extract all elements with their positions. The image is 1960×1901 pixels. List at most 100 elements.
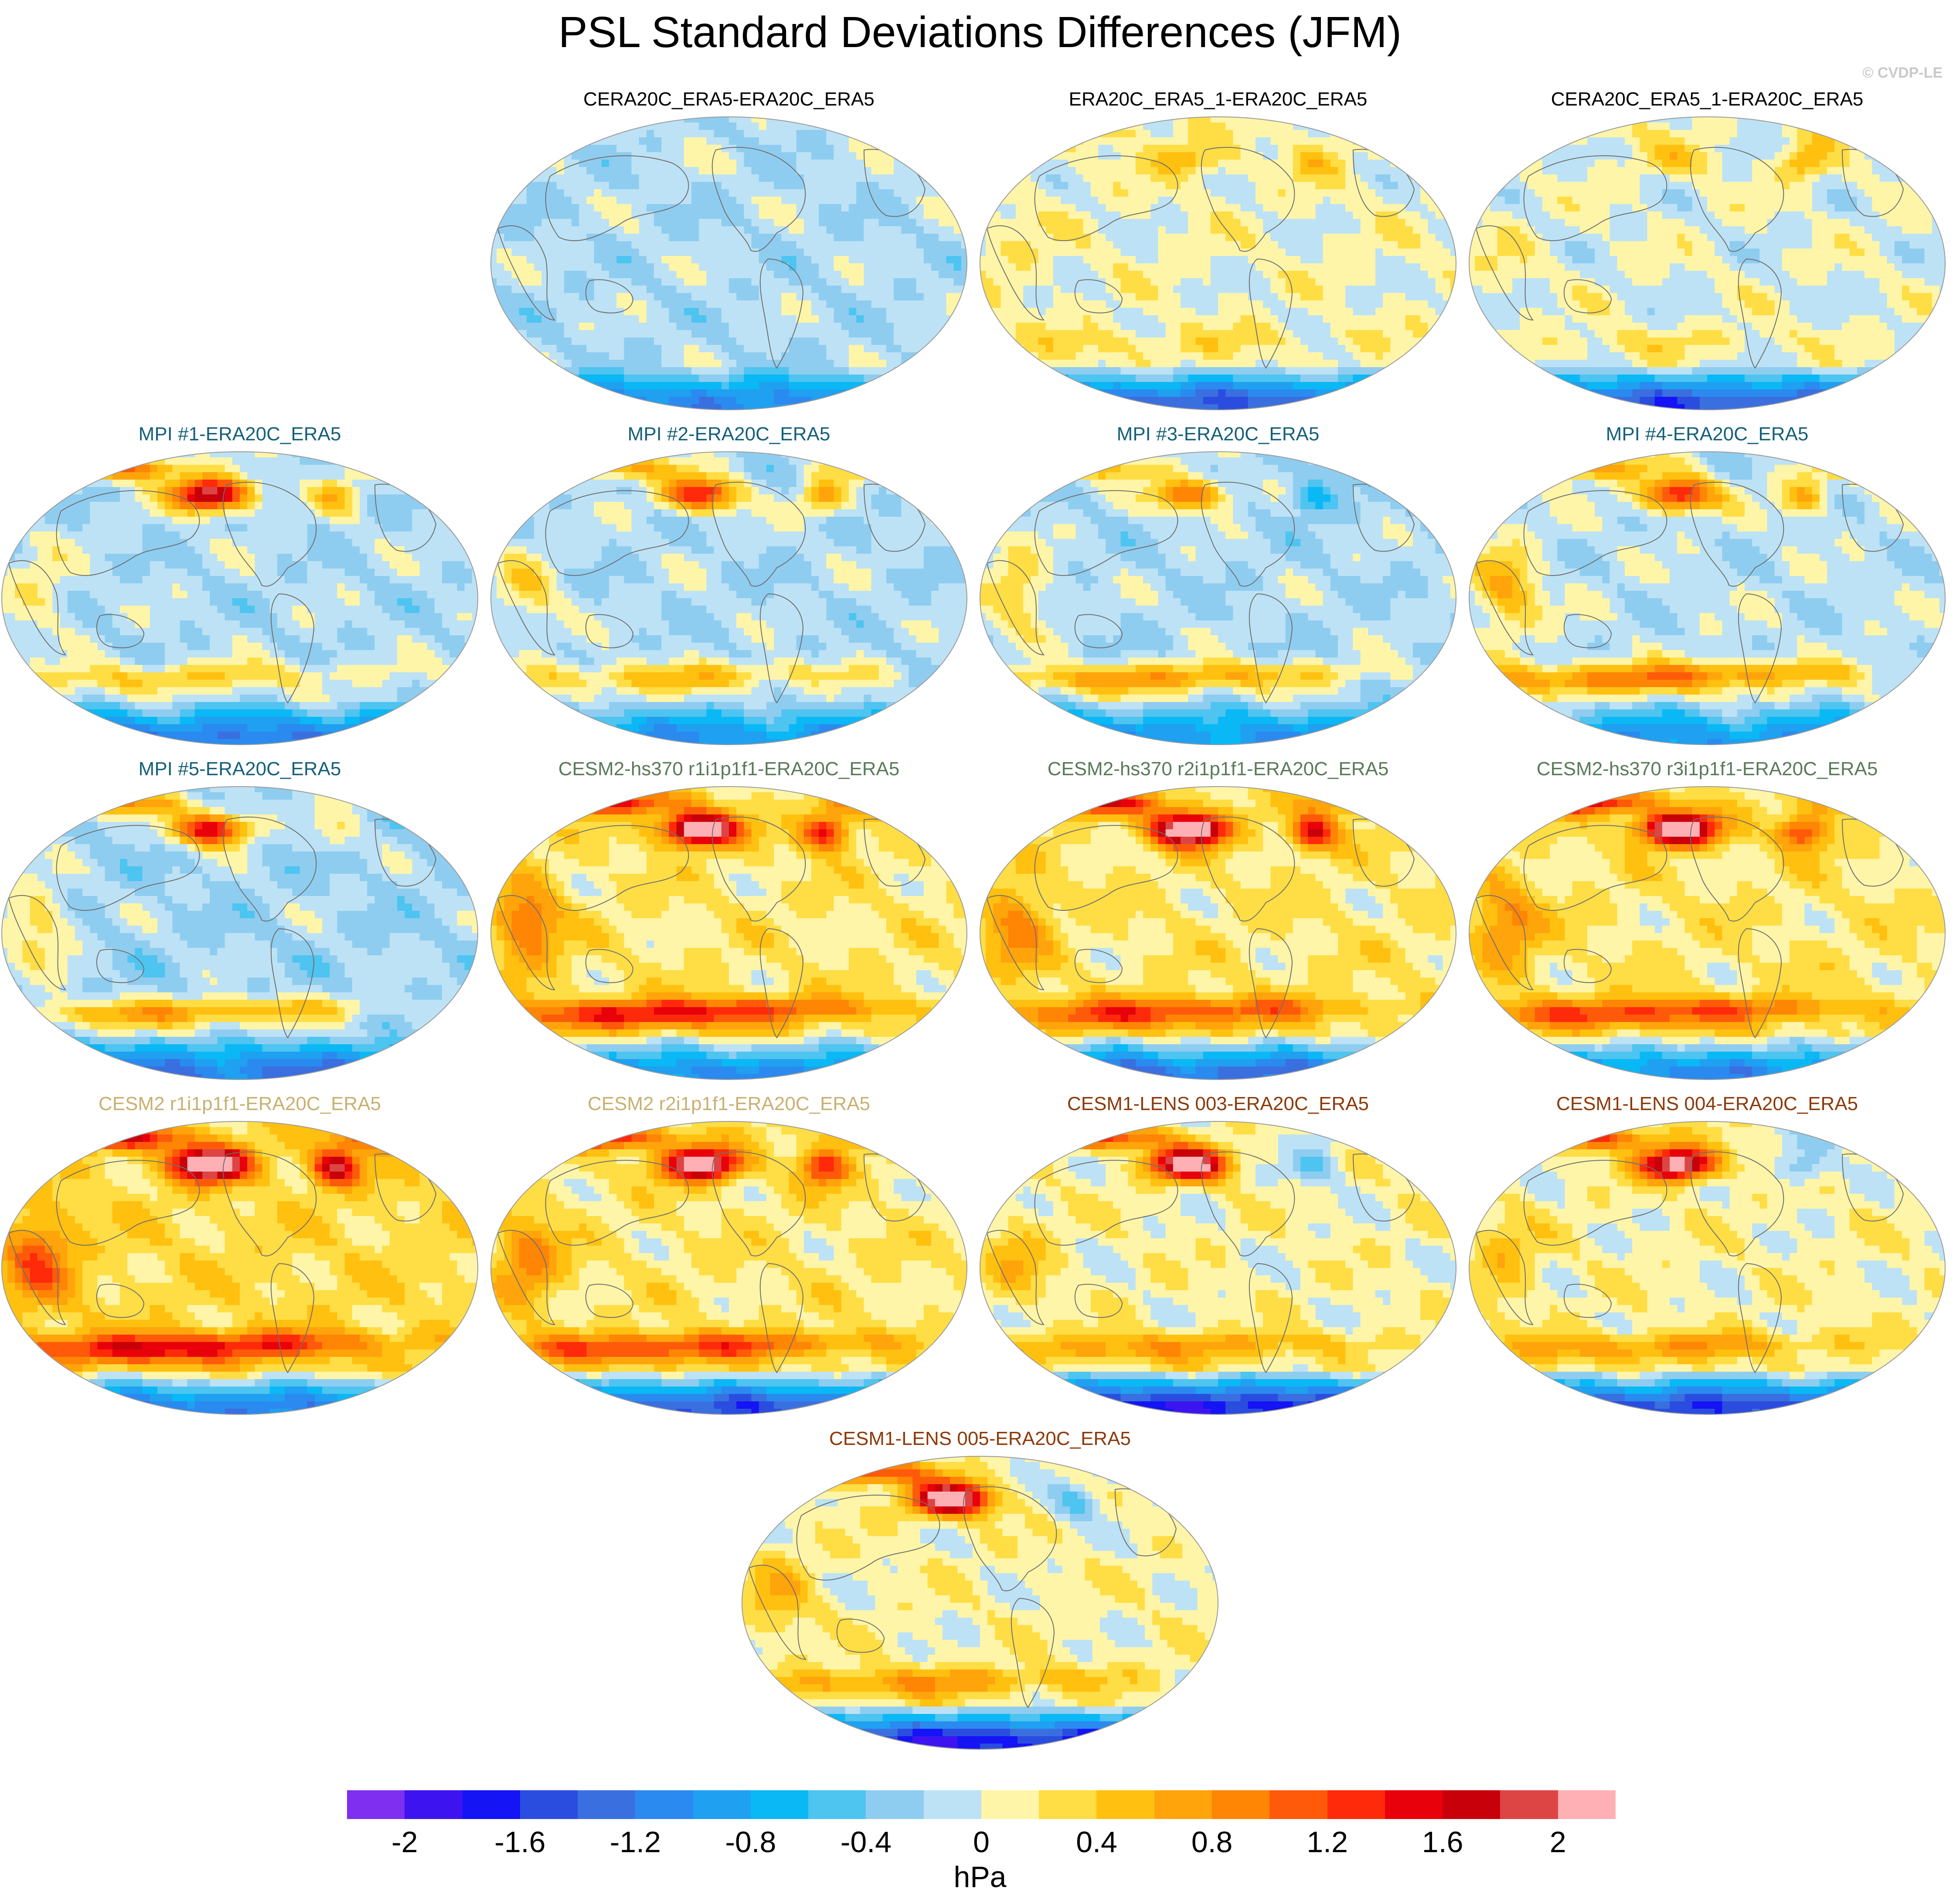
heatmap-cell <box>1090 152 1099 160</box>
heatmap-cell <box>1315 152 1324 160</box>
heatmap-cell <box>1128 211 1136 219</box>
heatmap-cell <box>511 278 520 286</box>
heatmap-cell <box>1360 389 1368 397</box>
heatmap-cell <box>1293 293 1301 301</box>
heatmap-cell <box>616 345 625 353</box>
heatmap-cell <box>1143 271 1151 279</box>
heatmap-cell <box>661 189 670 197</box>
heatmap-cell <box>1098 323 1106 330</box>
heatmap-cell <box>986 360 994 368</box>
heatmap-cell <box>923 300 932 308</box>
heatmap-cell <box>901 130 909 138</box>
heatmap-cell <box>1390 367 1399 375</box>
heatmap-cell <box>774 197 782 204</box>
heatmap-cell <box>871 130 879 138</box>
heatmap-cell <box>729 286 737 293</box>
heatmap-cell <box>511 360 520 368</box>
heatmap-cell <box>511 160 520 167</box>
heatmap-cell <box>1045 167 1054 175</box>
heatmap-cell <box>826 360 834 368</box>
heatmap-cell <box>729 323 737 330</box>
heatmap-cell <box>721 397 729 405</box>
heatmap-cell <box>1203 352 1211 360</box>
heatmap-cell <box>541 382 550 390</box>
heatmap-cell <box>534 249 542 256</box>
heatmap-cell <box>661 367 670 375</box>
heatmap-cell <box>1158 375 1166 382</box>
heatmap-cell <box>1278 337 1286 345</box>
heatmap-cell <box>1233 367 1241 375</box>
heatmap-cell <box>1031 330 1039 338</box>
heatmap-cell <box>1000 137 1009 145</box>
heatmap-cell <box>1270 174 1279 182</box>
heatmap-cell <box>504 189 512 197</box>
heatmap-cell <box>1390 293 1399 301</box>
heatmap-cell <box>1195 234 1204 242</box>
heatmap-cell <box>1210 234 1218 242</box>
heatmap-cell <box>1075 323 1084 330</box>
heatmap-cell <box>1090 182 1099 190</box>
heatmap-cell <box>811 352 820 360</box>
heatmap-cell <box>721 234 729 242</box>
heatmap-cell <box>1405 226 1413 234</box>
heatmap-cell <box>549 389 557 397</box>
heatmap-cell <box>980 204 986 212</box>
heatmap-cell <box>946 286 954 293</box>
heatmap-cell <box>803 211 812 219</box>
heatmap-cell <box>1345 249 1354 256</box>
heatmap-cell <box>1330 308 1338 316</box>
heatmap-cell <box>1031 123 1039 130</box>
heatmap-cell <box>796 234 804 242</box>
heatmap-cell <box>1300 389 1309 397</box>
heatmap-cell <box>676 204 684 212</box>
heatmap-cell <box>1143 256 1151 264</box>
heatmap-cell <box>939 249 947 256</box>
heatmap-cell <box>706 219 715 227</box>
heatmap-cell <box>729 352 737 360</box>
heatmap-cell <box>1068 352 1076 360</box>
heatmap-cell <box>751 330 759 338</box>
heatmap-cell <box>1203 117 1211 123</box>
heatmap-cell <box>736 278 745 286</box>
heatmap-cell <box>803 145 812 153</box>
heatmap-cell <box>811 219 820 227</box>
heatmap-cell <box>497 382 505 390</box>
heatmap-cell <box>1255 174 1263 182</box>
heatmap-cell <box>1053 315 1061 323</box>
heatmap-cell <box>1173 182 1181 190</box>
heatmap-cell <box>549 271 557 279</box>
heatmap-cell <box>1015 137 1024 145</box>
heatmap-cell <box>1120 167 1129 175</box>
heatmap-cell <box>1450 300 1456 308</box>
heatmap-cell <box>1188 174 1196 182</box>
heatmap-cell <box>1210 219 1218 227</box>
heatmap-cell <box>729 123 737 130</box>
heatmap-cell <box>1023 182 1031 190</box>
heatmap-cell <box>497 211 505 219</box>
heatmap-cell <box>878 152 887 160</box>
heatmap-cell <box>1143 337 1151 345</box>
heatmap-cell <box>1075 167 1084 175</box>
heatmap-cell <box>1203 174 1211 182</box>
heatmap-cell <box>1158 241 1166 249</box>
heatmap-cell <box>699 389 707 397</box>
heatmap-cell <box>1023 330 1031 338</box>
heatmap-cell <box>1405 315 1413 323</box>
heatmap-cell <box>699 293 707 301</box>
heatmap-cell <box>826 130 834 138</box>
heatmap-cell <box>1045 300 1054 308</box>
heatmap-cell <box>744 345 752 353</box>
heatmap-cell <box>1270 167 1279 175</box>
heatmap-cell <box>1368 300 1376 308</box>
heatmap-cell <box>901 315 909 323</box>
heatmap-cell <box>526 286 534 293</box>
heatmap-cell <box>1015 167 1024 175</box>
heatmap-cell <box>1031 130 1039 138</box>
heatmap-cell <box>894 123 902 130</box>
heatmap-cell <box>901 241 909 249</box>
heatmap-cell <box>534 204 542 212</box>
heatmap-cell <box>691 330 700 338</box>
heatmap-cell <box>901 204 909 212</box>
heatmap-cell <box>1150 278 1159 286</box>
heatmap-cell <box>1353 226 1361 234</box>
